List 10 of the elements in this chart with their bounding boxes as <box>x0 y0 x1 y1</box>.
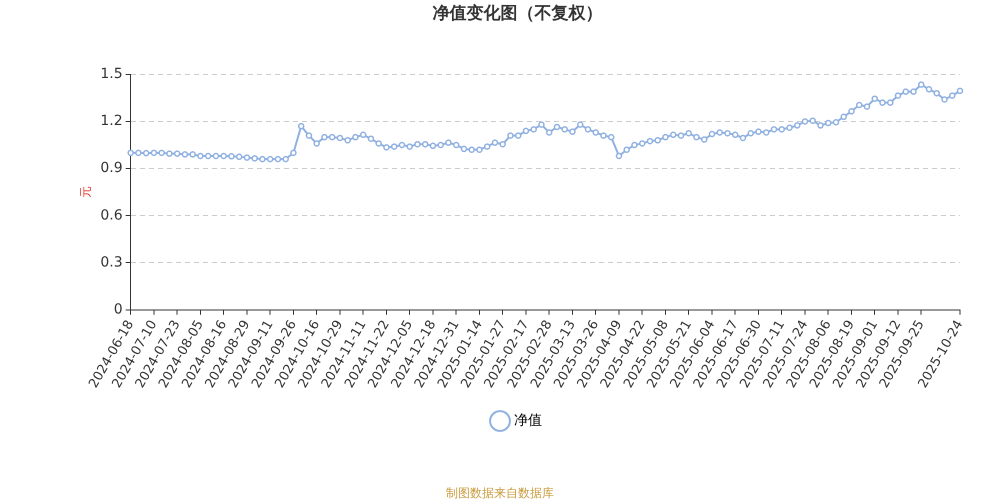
y-tick-label: 1.2 <box>100 113 123 130</box>
y-tick-label: 1.5 <box>100 66 123 82</box>
legend-label: 净值 <box>514 412 542 429</box>
y-axis-title: 元 <box>78 186 92 198</box>
text: 制图数据来自数据库 <box>446 486 554 500</box>
y-tick-label: 0 <box>114 301 123 318</box>
y-tick-label: 0.3 <box>100 254 123 270</box>
y-tick-label: 0.9 <box>100 160 123 176</box>
chart-title: 净值变化图（不复权） <box>432 4 602 24</box>
y-tick-label: 0.6 <box>100 207 123 224</box>
